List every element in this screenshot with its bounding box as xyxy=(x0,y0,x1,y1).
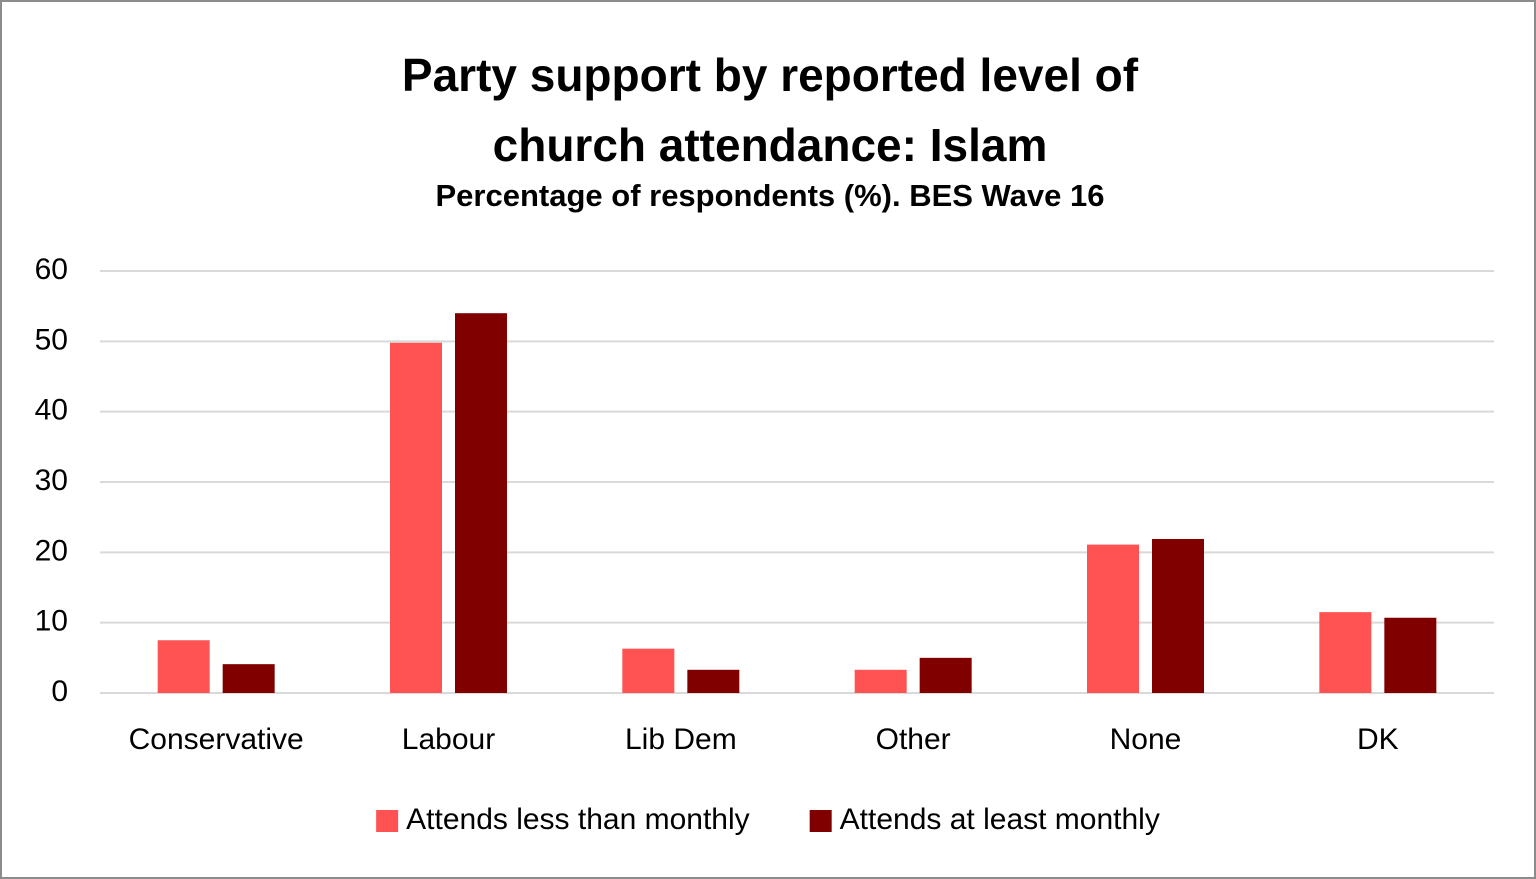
bar xyxy=(390,342,442,693)
bar xyxy=(687,669,740,693)
y-tick-label: 0 xyxy=(51,675,68,708)
legend-label: Attends at least monthly xyxy=(840,803,1160,836)
bar xyxy=(1384,617,1437,693)
bar xyxy=(854,669,907,693)
x-tick-label: None xyxy=(1110,723,1182,756)
x-tick-label: Conservative xyxy=(129,723,304,756)
legend-swatch xyxy=(376,810,399,832)
y-tick-label: 40 xyxy=(35,394,68,427)
x-tick-label: DK xyxy=(1357,723,1399,756)
y-tick-label: 60 xyxy=(35,253,68,286)
y-tick-label: 50 xyxy=(35,323,68,356)
x-tick-label: Labour xyxy=(402,723,495,756)
chart-title: Party support by reported level of churc… xyxy=(401,49,1139,171)
chart-subtitle: Percentage of respondents (%). BES Wave … xyxy=(435,178,1105,213)
x-tick-label: Other xyxy=(876,723,951,756)
legend-swatch xyxy=(809,810,832,832)
bar xyxy=(1087,544,1139,693)
y-tick-label: 20 xyxy=(35,534,68,567)
bar xyxy=(222,664,275,693)
bar xyxy=(622,648,675,693)
y-tick-label: 30 xyxy=(35,464,68,497)
bar xyxy=(157,640,210,693)
legend-label: Attends less than monthly xyxy=(406,803,750,836)
bar xyxy=(1152,538,1204,693)
bar xyxy=(455,313,507,693)
bar xyxy=(919,657,972,693)
bar xyxy=(1319,612,1372,693)
x-tick-label: Lib Dem xyxy=(625,723,737,756)
y-tick-label: 10 xyxy=(35,605,68,638)
